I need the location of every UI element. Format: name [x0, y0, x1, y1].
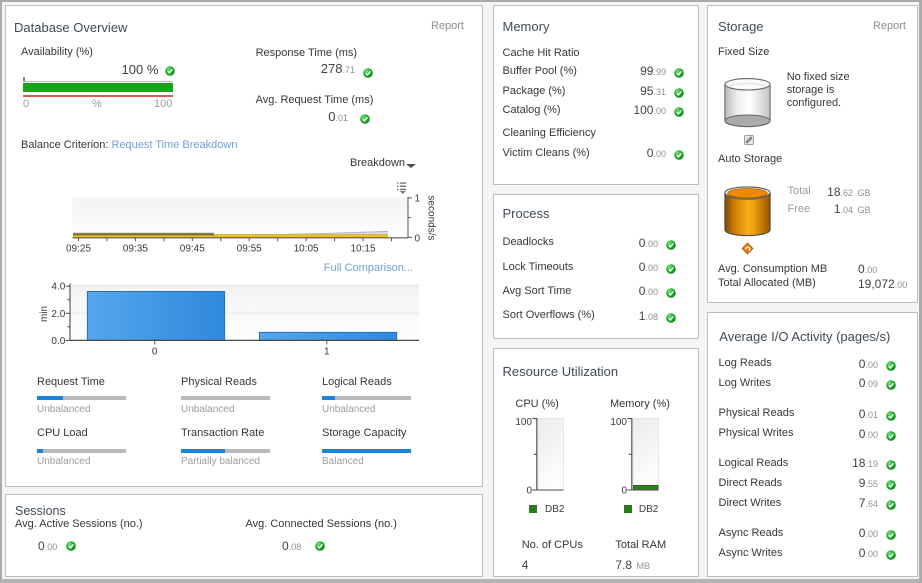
- svg-text:1: 1: [324, 347, 330, 358]
- svg-text:4.0: 4.0: [51, 282, 65, 293]
- svg-text:10:05: 10:05: [294, 244, 319, 255]
- svg-text:0: 0: [415, 233, 421, 244]
- svg-text:10:15: 10:15: [350, 244, 375, 255]
- svg-text:100: 100: [515, 417, 532, 428]
- svg-text:09:25: 09:25: [66, 244, 91, 255]
- svg-text:0: 0: [152, 347, 158, 358]
- svg-text:09:35: 09:35: [123, 244, 148, 255]
- svg-text:0: 0: [526, 486, 532, 497]
- svg-text:2.0: 2.0: [51, 309, 65, 320]
- svg-text:09:45: 09:45: [180, 244, 205, 255]
- svg-text:09:55: 09:55: [237, 244, 262, 255]
- svg-text:0: 0: [621, 486, 627, 497]
- svg-text:seconds/s: seconds/s: [426, 196, 437, 241]
- svg-text:100: 100: [610, 417, 627, 428]
- svg-text:min: min: [39, 306, 50, 322]
- svg-text:0.0: 0.0: [51, 336, 65, 347]
- svg-text:1: 1: [415, 194, 421, 205]
